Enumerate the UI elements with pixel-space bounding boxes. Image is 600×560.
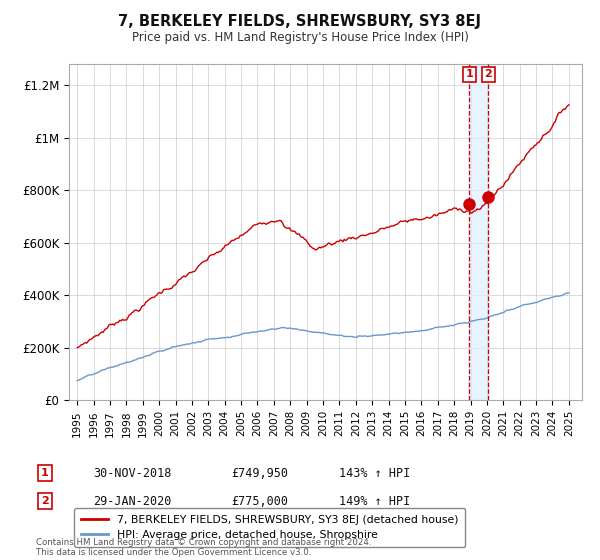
Text: 2: 2 bbox=[41, 496, 49, 506]
Text: 30-NOV-2018: 30-NOV-2018 bbox=[93, 466, 172, 480]
Text: Contains HM Land Registry data © Crown copyright and database right 2024.
This d: Contains HM Land Registry data © Crown c… bbox=[36, 538, 371, 557]
Bar bbox=[469, 64, 488, 400]
Text: 7, BERKELEY FIELDS, SHREWSBURY, SY3 8EJ: 7, BERKELEY FIELDS, SHREWSBURY, SY3 8EJ bbox=[119, 14, 482, 29]
Text: £775,000: £775,000 bbox=[231, 494, 288, 508]
Text: Price paid vs. HM Land Registry's House Price Index (HPI): Price paid vs. HM Land Registry's House … bbox=[131, 31, 469, 44]
Text: 149% ↑ HPI: 149% ↑ HPI bbox=[339, 494, 410, 508]
Legend: 7, BERKELEY FIELDS, SHREWSBURY, SY3 8EJ (detached house), HPI: Average price, de: 7, BERKELEY FIELDS, SHREWSBURY, SY3 8EJ … bbox=[74, 508, 464, 547]
Text: 2: 2 bbox=[484, 69, 492, 80]
Text: 1: 1 bbox=[41, 468, 49, 478]
Text: 1: 1 bbox=[466, 69, 473, 80]
Text: 29-JAN-2020: 29-JAN-2020 bbox=[93, 494, 172, 508]
Text: 143% ↑ HPI: 143% ↑ HPI bbox=[339, 466, 410, 480]
Text: £749,950: £749,950 bbox=[231, 466, 288, 480]
